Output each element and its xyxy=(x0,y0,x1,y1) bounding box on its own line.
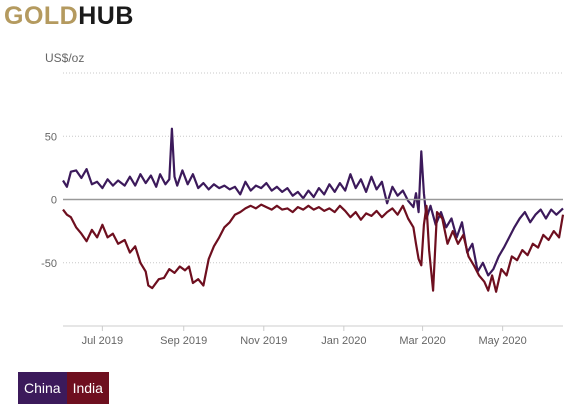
series-line-china[interactable] xyxy=(62,127,564,277)
legend-item-china[interactable]: China xyxy=(18,372,67,404)
logo-gold-text: GOLD xyxy=(4,2,79,30)
x-tick-label: Sep 2019 xyxy=(160,335,207,347)
series-layer xyxy=(62,127,565,293)
x-tick-label: Mar 2020 xyxy=(399,335,445,347)
x-tick-label: Jan 2020 xyxy=(321,335,366,347)
legend-item-india[interactable]: India xyxy=(66,372,109,404)
x-tick-label: May 2020 xyxy=(478,335,526,347)
x-tick-label: Jul 2019 xyxy=(82,335,124,347)
y-tick-label: 0 xyxy=(51,195,57,207)
unit-label: US$/oz xyxy=(45,51,84,65)
grid-layer xyxy=(63,72,563,264)
goldhub-logo[interactable]: GOLDHUB xyxy=(4,2,134,30)
axis-layer: 50 0 -50 Jul 2019 Sep 2019 Nov 2019 Jan 2020 Ma… xyxy=(41,131,563,347)
logo-hub-text: HUB xyxy=(78,2,134,30)
series-line-india[interactable] xyxy=(62,203,565,293)
legend: China India xyxy=(18,372,109,404)
y-tick-label: -50 xyxy=(41,258,57,270)
line-chart: US$/oz 50 0 -50 Jul 2019 Sep 2019 Nov 2019 Jan… xyxy=(41,51,565,347)
x-tick-label: Nov 2019 xyxy=(240,335,287,347)
y-tick-label: 50 xyxy=(45,131,57,143)
